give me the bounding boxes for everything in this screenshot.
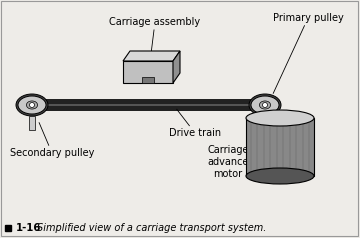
Bar [28, 104, 268, 106]
Bar [142, 77, 154, 83]
Ellipse shape [18, 96, 46, 114]
Text: Carriage assembly: Carriage assembly [109, 17, 201, 75]
Bar [261, 116, 269, 118]
Polygon shape [123, 51, 180, 61]
Bar [28, 105, 268, 111]
Bar [28, 99, 268, 105]
Ellipse shape [16, 94, 48, 116]
Ellipse shape [262, 103, 267, 108]
Polygon shape [173, 51, 180, 83]
Text: Drive train: Drive train [169, 109, 221, 138]
Ellipse shape [246, 168, 314, 184]
Bar [123, 61, 173, 83]
Text: Carriage
advance
motor: Carriage advance motor [207, 145, 260, 178]
Text: Simplified view of a carriage transport system.: Simplified view of a carriage transport … [37, 223, 266, 233]
Ellipse shape [249, 94, 281, 116]
Text: Primary pulley: Primary pulley [273, 13, 343, 94]
Bar [246, 118, 314, 176]
Bar [29, 116, 35, 130]
Ellipse shape [251, 96, 279, 114]
Ellipse shape [30, 103, 35, 108]
Ellipse shape [26, 101, 37, 109]
Ellipse shape [260, 101, 271, 109]
Text: Secondary pulley: Secondary pulley [10, 123, 94, 158]
Text: 1-16: 1-16 [16, 223, 41, 233]
Ellipse shape [246, 110, 314, 126]
